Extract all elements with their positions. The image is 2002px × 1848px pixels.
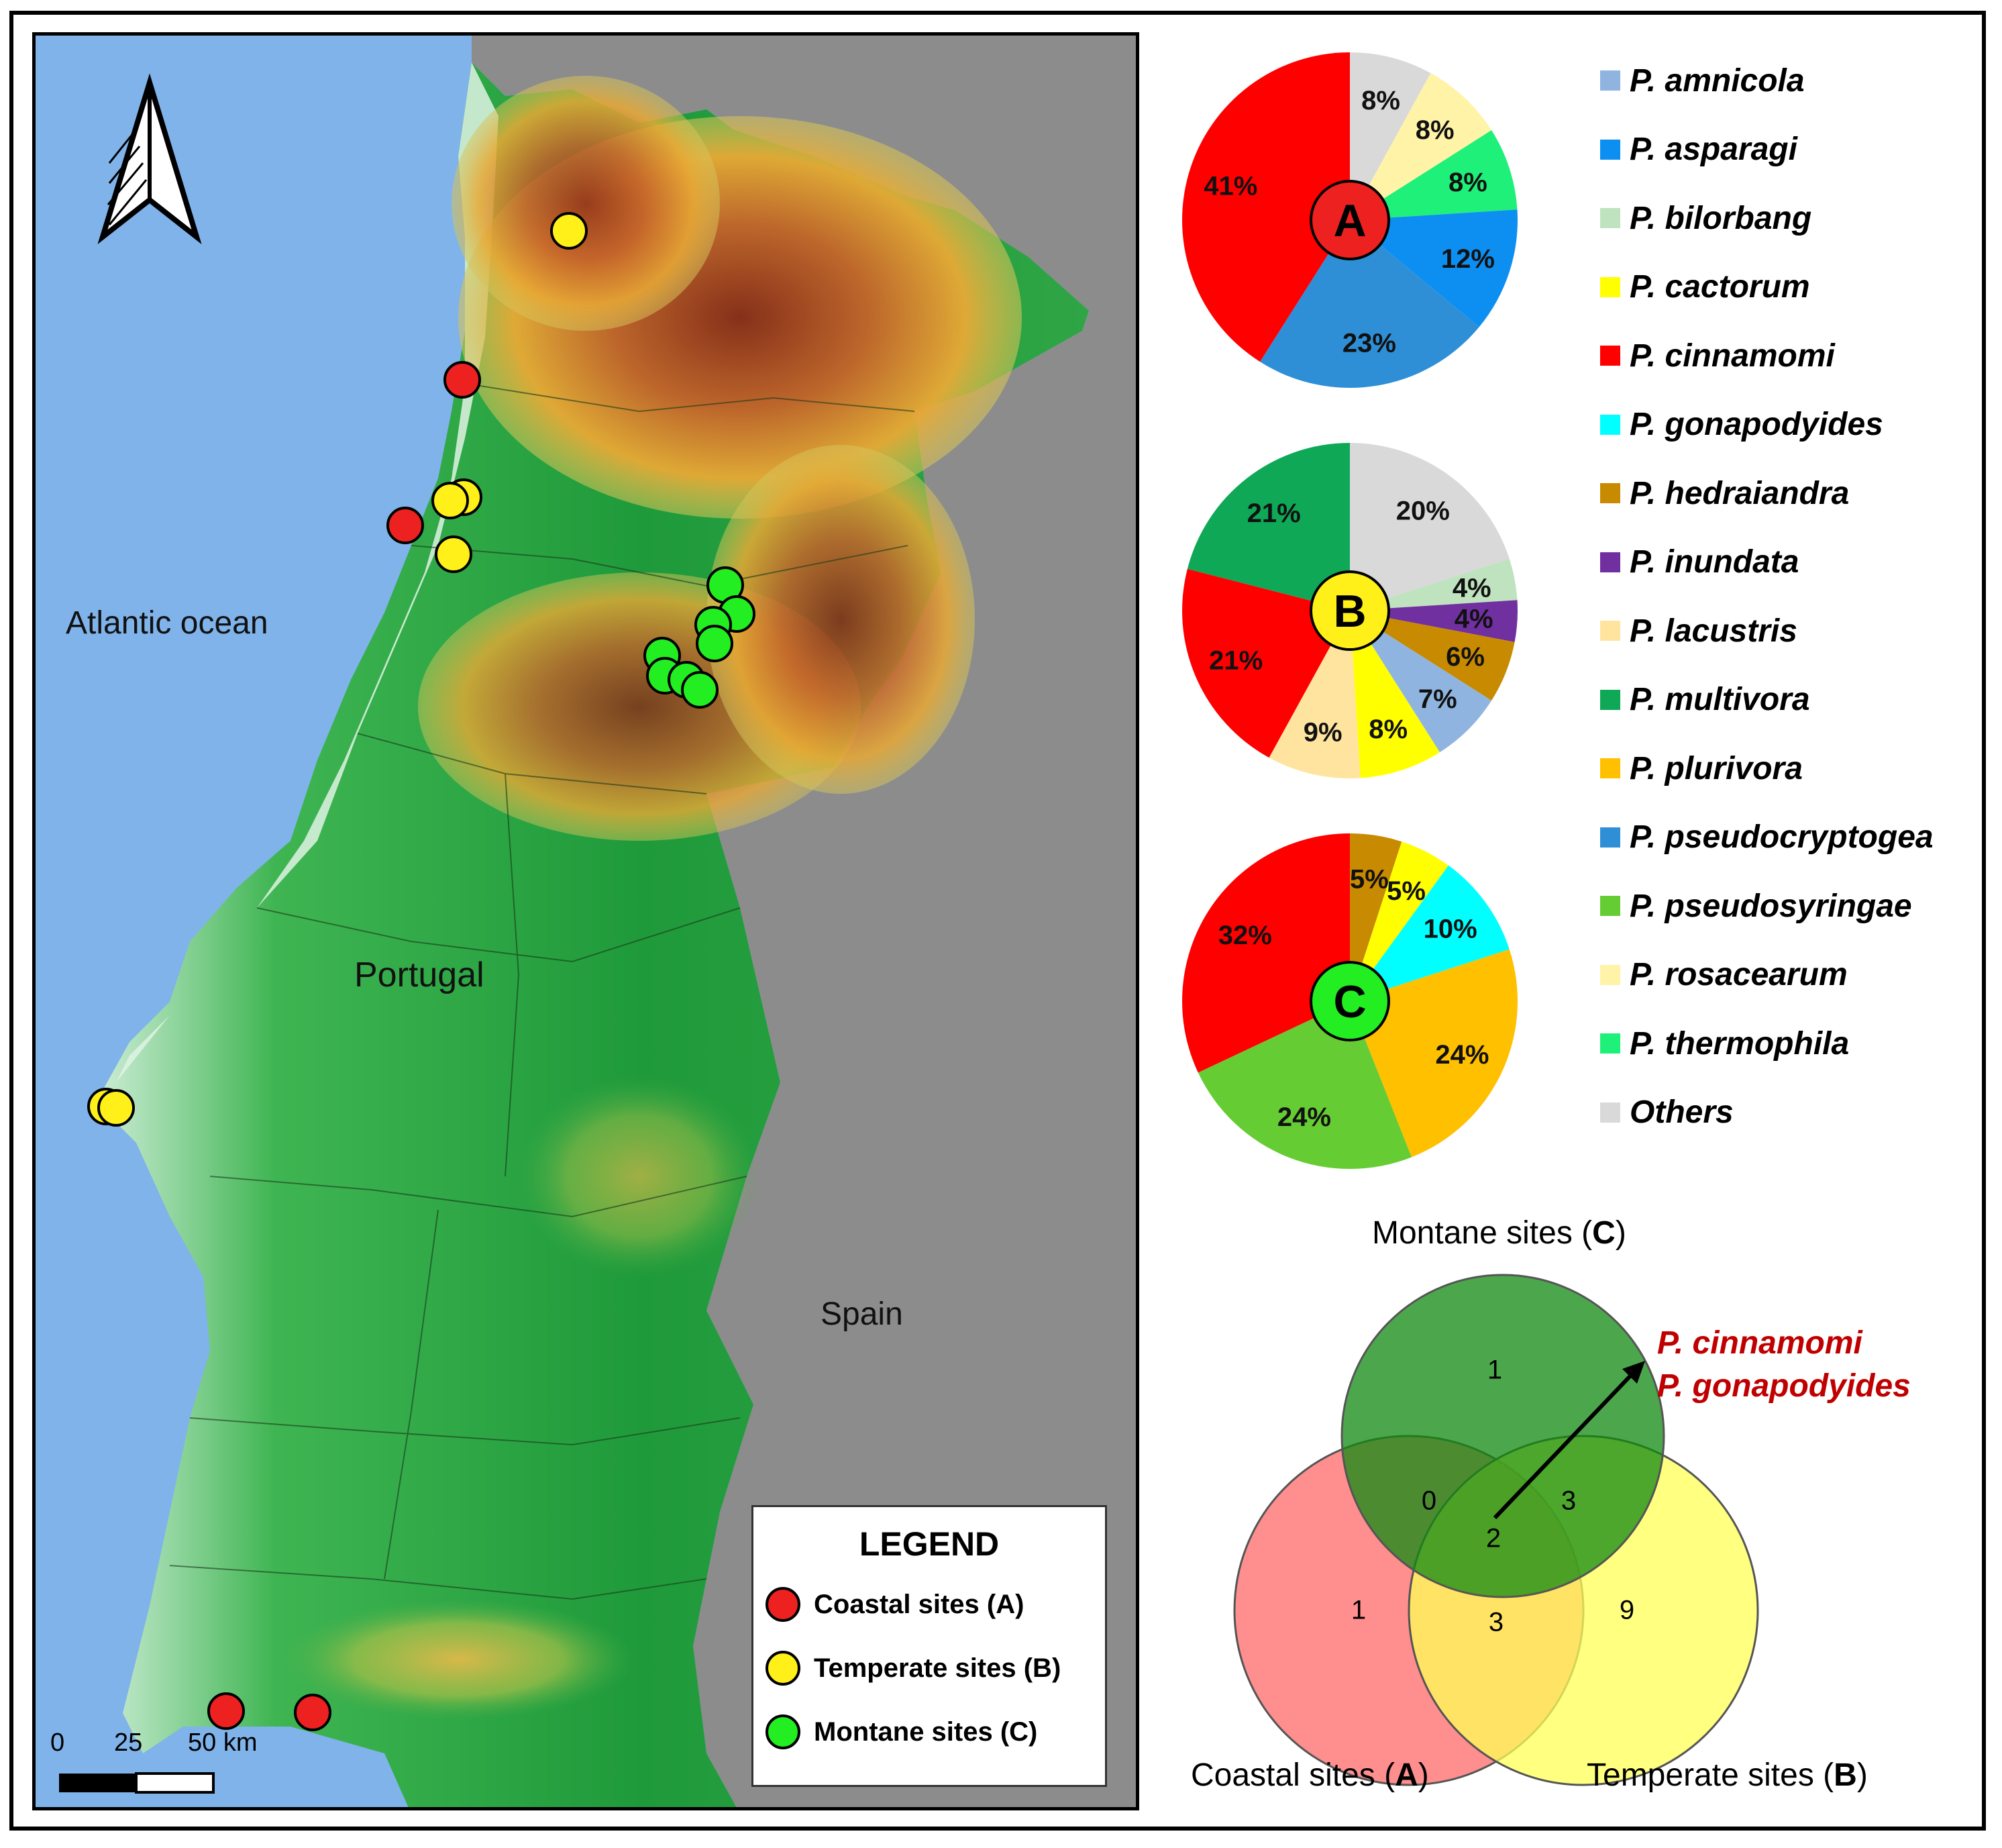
species-swatch — [1600, 346, 1620, 366]
species-label: P. bilorbang — [1630, 200, 1812, 236]
species-legend-item: P. hedraiandra — [1600, 473, 1849, 513]
species-swatch — [1600, 1102, 1620, 1123]
species-label: P. pseudosyringae — [1630, 888, 1912, 924]
species-label: P. inundata — [1630, 544, 1799, 580]
species-swatch — [1600, 276, 1620, 297]
species-swatch — [1600, 758, 1620, 778]
site-marker-temperate[interactable] — [97, 1089, 135, 1127]
species-legend-item: P. pseudocryptogea — [1600, 817, 1934, 858]
eastern-plateau — [706, 445, 975, 794]
site-marker-temperate[interactable] — [550, 212, 588, 250]
species-swatch — [1600, 689, 1620, 710]
site-marker-coastal[interactable] — [443, 361, 481, 399]
species-swatch — [1600, 827, 1620, 848]
species-legend-item: P. cinnamomi — [1600, 336, 1835, 376]
scale-label-25: 25 — [114, 1729, 143, 1757]
legend-item-montane: Montane sites (C) — [766, 1712, 1037, 1752]
terrain-map — [36, 36, 1136, 1807]
species-legend-item: P. thermophila — [1600, 1023, 1849, 1064]
species-legend-item: P. rosacearum — [1600, 955, 1848, 995]
species-legend-item: P. cactorum — [1600, 267, 1810, 307]
species-swatch — [1600, 964, 1620, 985]
species-label: Others — [1630, 1094, 1734, 1130]
legend-item-coastal: Coastal sites (A) — [766, 1584, 1024, 1625]
species-legend-item: P. asparagi — [1600, 130, 1797, 170]
species-swatch — [1600, 208, 1620, 228]
site-marker-coastal[interactable] — [207, 1692, 245, 1730]
site-marker-montane[interactable] — [696, 625, 733, 662]
legend-label: Coastal sites (A) — [814, 1589, 1024, 1619]
scale-label-50: 50 km — [188, 1729, 258, 1757]
site-marker-coastal[interactable] — [386, 507, 424, 544]
map-legend: LEGEND Coastal sites (A) Temperate sites… — [751, 1505, 1107, 1787]
legend-item-temperate: Temperate sites (B) — [766, 1648, 1061, 1688]
scale-bar — [59, 1772, 215, 1794]
species-legend-item: P. amnicola — [1600, 60, 1805, 101]
species-label: P. pseudocryptogea — [1630, 819, 1934, 855]
site-marker-coastal[interactable] — [294, 1694, 331, 1731]
site-marker-temperate[interactable] — [435, 535, 472, 573]
map-panel: Atlantic ocean Portugal Spain 0 25 50 km… — [32, 32, 1139, 1810]
species-legend-item: P. pseudosyringae — [1600, 886, 1912, 926]
site-markers — [87, 212, 755, 1731]
northwest-mountains — [452, 76, 720, 331]
species-label: P. thermophila — [1630, 1025, 1850, 1062]
north-arrow-icon — [97, 73, 202, 245]
legend-swatch — [766, 1714, 800, 1749]
legend-label: Temperate sites (B) — [814, 1653, 1061, 1683]
spain-area — [472, 36, 1136, 1807]
species-label: P. asparagi — [1630, 132, 1797, 167]
species-swatch — [1600, 139, 1620, 160]
species-label: P. multivora — [1630, 682, 1810, 717]
district-boundaries — [169, 384, 915, 1600]
species-swatch — [1600, 552, 1620, 572]
southeast-hills — [519, 1076, 760, 1277]
species-legend-item: P. bilorbang — [1600, 198, 1811, 238]
legend-swatch — [766, 1651, 800, 1686]
species-label: P. gonapodyides — [1630, 407, 1883, 442]
species-legend-item: P. gonapodyides — [1600, 405, 1883, 445]
species-label: P. plurivora — [1630, 750, 1803, 786]
species-legend-item: P. multivora — [1600, 680, 1810, 720]
species-swatch — [1600, 621, 1620, 641]
southern-hills — [284, 1599, 633, 1720]
scale-label-0: 0 — [50, 1729, 65, 1757]
atlantic-ocean-label: Atlantic ocean — [66, 605, 268, 641]
site-marker-temperate[interactable] — [431, 482, 469, 519]
species-legend-item: P. plurivora — [1600, 748, 1803, 788]
spain-label: Spain — [821, 1296, 903, 1332]
species-swatch — [1600, 414, 1620, 435]
species-swatch — [1600, 483, 1620, 503]
species-legend-item: Others — [1600, 1092, 1734, 1133]
legend-label: Montane sites (C) — [814, 1716, 1038, 1747]
species-label: P. lacustris — [1630, 613, 1797, 649]
species-swatch — [1600, 896, 1620, 916]
species-legend-item: P. lacustris — [1600, 611, 1797, 651]
species-label: P. cinnamomi — [1630, 338, 1835, 374]
portugal-label: Portugal — [354, 956, 484, 994]
species-label: P. cactorum — [1630, 269, 1810, 305]
species-label: P. amnicola — [1630, 62, 1805, 99]
species-swatch — [1600, 1033, 1620, 1054]
species-label: P. hedraiandra — [1630, 475, 1850, 511]
legend-swatch — [766, 1587, 800, 1622]
site-marker-montane[interactable] — [681, 671, 719, 709]
legend-title: LEGEND — [859, 1525, 1000, 1563]
species-label: P. rosacearum — [1630, 957, 1848, 992]
species-legend-item: P. inundata — [1600, 542, 1799, 582]
species-swatch — [1600, 70, 1620, 91]
